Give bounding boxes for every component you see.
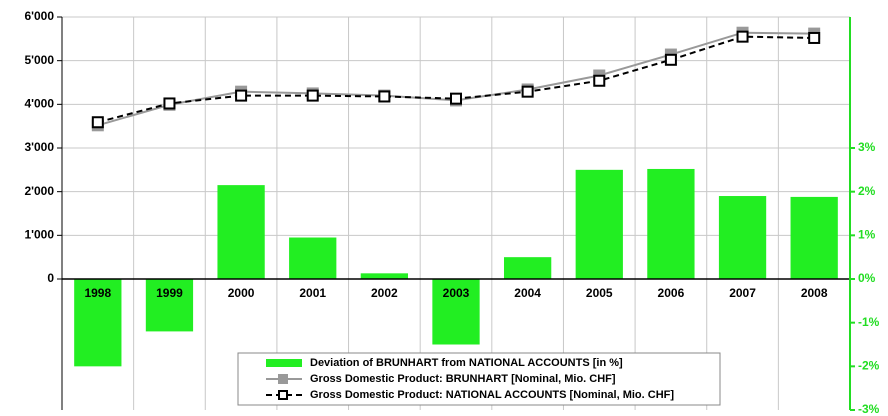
bar [74,279,122,367]
y2-tick-label: 1% [858,228,876,242]
line-marker [593,74,606,87]
legend-box [237,352,721,406]
y2-tick-label: 2% [858,184,876,198]
bar [790,196,838,279]
y2-tick-label: -2% [858,359,880,373]
legend-swatch [266,359,302,367]
line-marker [450,92,462,105]
bar [432,279,480,345]
bar [575,169,623,279]
x-tick-label: 2003 [443,286,470,300]
line-marker [736,30,749,43]
line-marker [306,89,319,102]
line-marker [235,89,248,102]
x-tick-label: 2004 [514,286,541,300]
y2-tick-label: -3% [858,402,880,416]
legend-marker [278,374,288,384]
bar [289,237,337,279]
bar [217,185,265,279]
y2-tick-label: 0% [858,271,876,285]
y2-tick-label: 3% [858,140,876,154]
x-tick-label: 2008 [801,286,828,300]
y-tick-label: 5'000 [24,53,54,67]
line-marker [808,31,821,44]
bar [647,168,695,279]
y-tick-label: 6'000 [24,9,54,23]
x-tick-label: 2005 [586,286,613,300]
legend-label: Deviation of BRUNHART from NATIONAL ACCO… [310,357,623,369]
y-tick-label: 1'000 [24,228,54,242]
line-marker [163,97,176,110]
x-tick-label: 2002 [371,286,398,300]
line-marker [91,116,104,129]
y-tick-label: 3'000 [24,140,54,154]
line-marker [378,90,391,103]
y-tick-label: 4'000 [24,97,54,111]
bar [503,257,552,279]
y-tick-label: 0 [47,271,54,285]
x-tick-label: 1999 [156,286,183,300]
bar [145,279,194,332]
line-marker [521,85,534,98]
y-tick-label: 2'000 [24,184,54,198]
bar [718,196,767,279]
y2-tick-label: -1% [858,315,880,329]
legend-marker [278,390,288,400]
x-tick-label: 1998 [84,286,111,300]
x-tick-label: 2001 [299,286,326,300]
bar [360,273,409,279]
legend-label: Gross Domestic Product: NATIONAL ACCOUNT… [310,389,674,401]
x-tick-label: 2000 [228,286,255,300]
legend-label: Gross Domestic Product: BRUNHART [Nomina… [310,373,616,385]
line-marker [664,53,677,66]
x-tick-label: 2006 [658,286,685,300]
x-tick-label: 2007 [729,286,756,300]
